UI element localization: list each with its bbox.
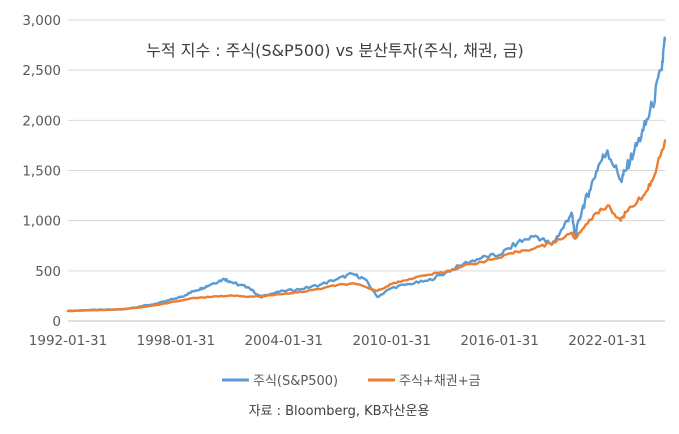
x-tick-label: 2022-01-31: [568, 333, 646, 349]
y-tick-label: 1,500: [22, 164, 61, 180]
source-note: 자료 : Bloomberg, KB자산운용: [249, 404, 430, 419]
x-tick-label: 2010-01-31: [352, 333, 430, 349]
y-tick-label: 1,000: [22, 214, 61, 230]
y-tick-label: 500: [35, 264, 61, 280]
x-tick-label: 2016-01-31: [460, 333, 538, 349]
legend-label-2: 주식+채권+금: [399, 374, 481, 389]
legend: 주식(S&P500) 주식+채권+금: [222, 374, 481, 389]
y-tick-label: 2,500: [22, 63, 61, 79]
axes: 0 500 1,000 1,500 2,000 2,500 3,000 1992-01-31 1…: [22, 13, 665, 349]
series-line-2: [66, 139, 667, 313]
legend-label-1: 주식(S&P500): [253, 374, 338, 389]
chart-title: 누적 지수 : 주식(S&P500) vs 분산투자(주식, 채권, 금): [146, 41, 524, 60]
x-tick-label: 1992-01-31: [29, 333, 107, 349]
gridlines: [68, 19, 665, 272]
y-tick-label: 0: [52, 314, 61, 330]
series-line-1: [66, 36, 667, 313]
series-lines: [66, 36, 667, 313]
x-tick-label: 1998-01-31: [137, 333, 215, 349]
x-tick-label: 2004-01-31: [245, 333, 323, 349]
y-tick-label: 3,000: [22, 13, 61, 29]
y-tick-label: 2,000: [22, 113, 61, 129]
